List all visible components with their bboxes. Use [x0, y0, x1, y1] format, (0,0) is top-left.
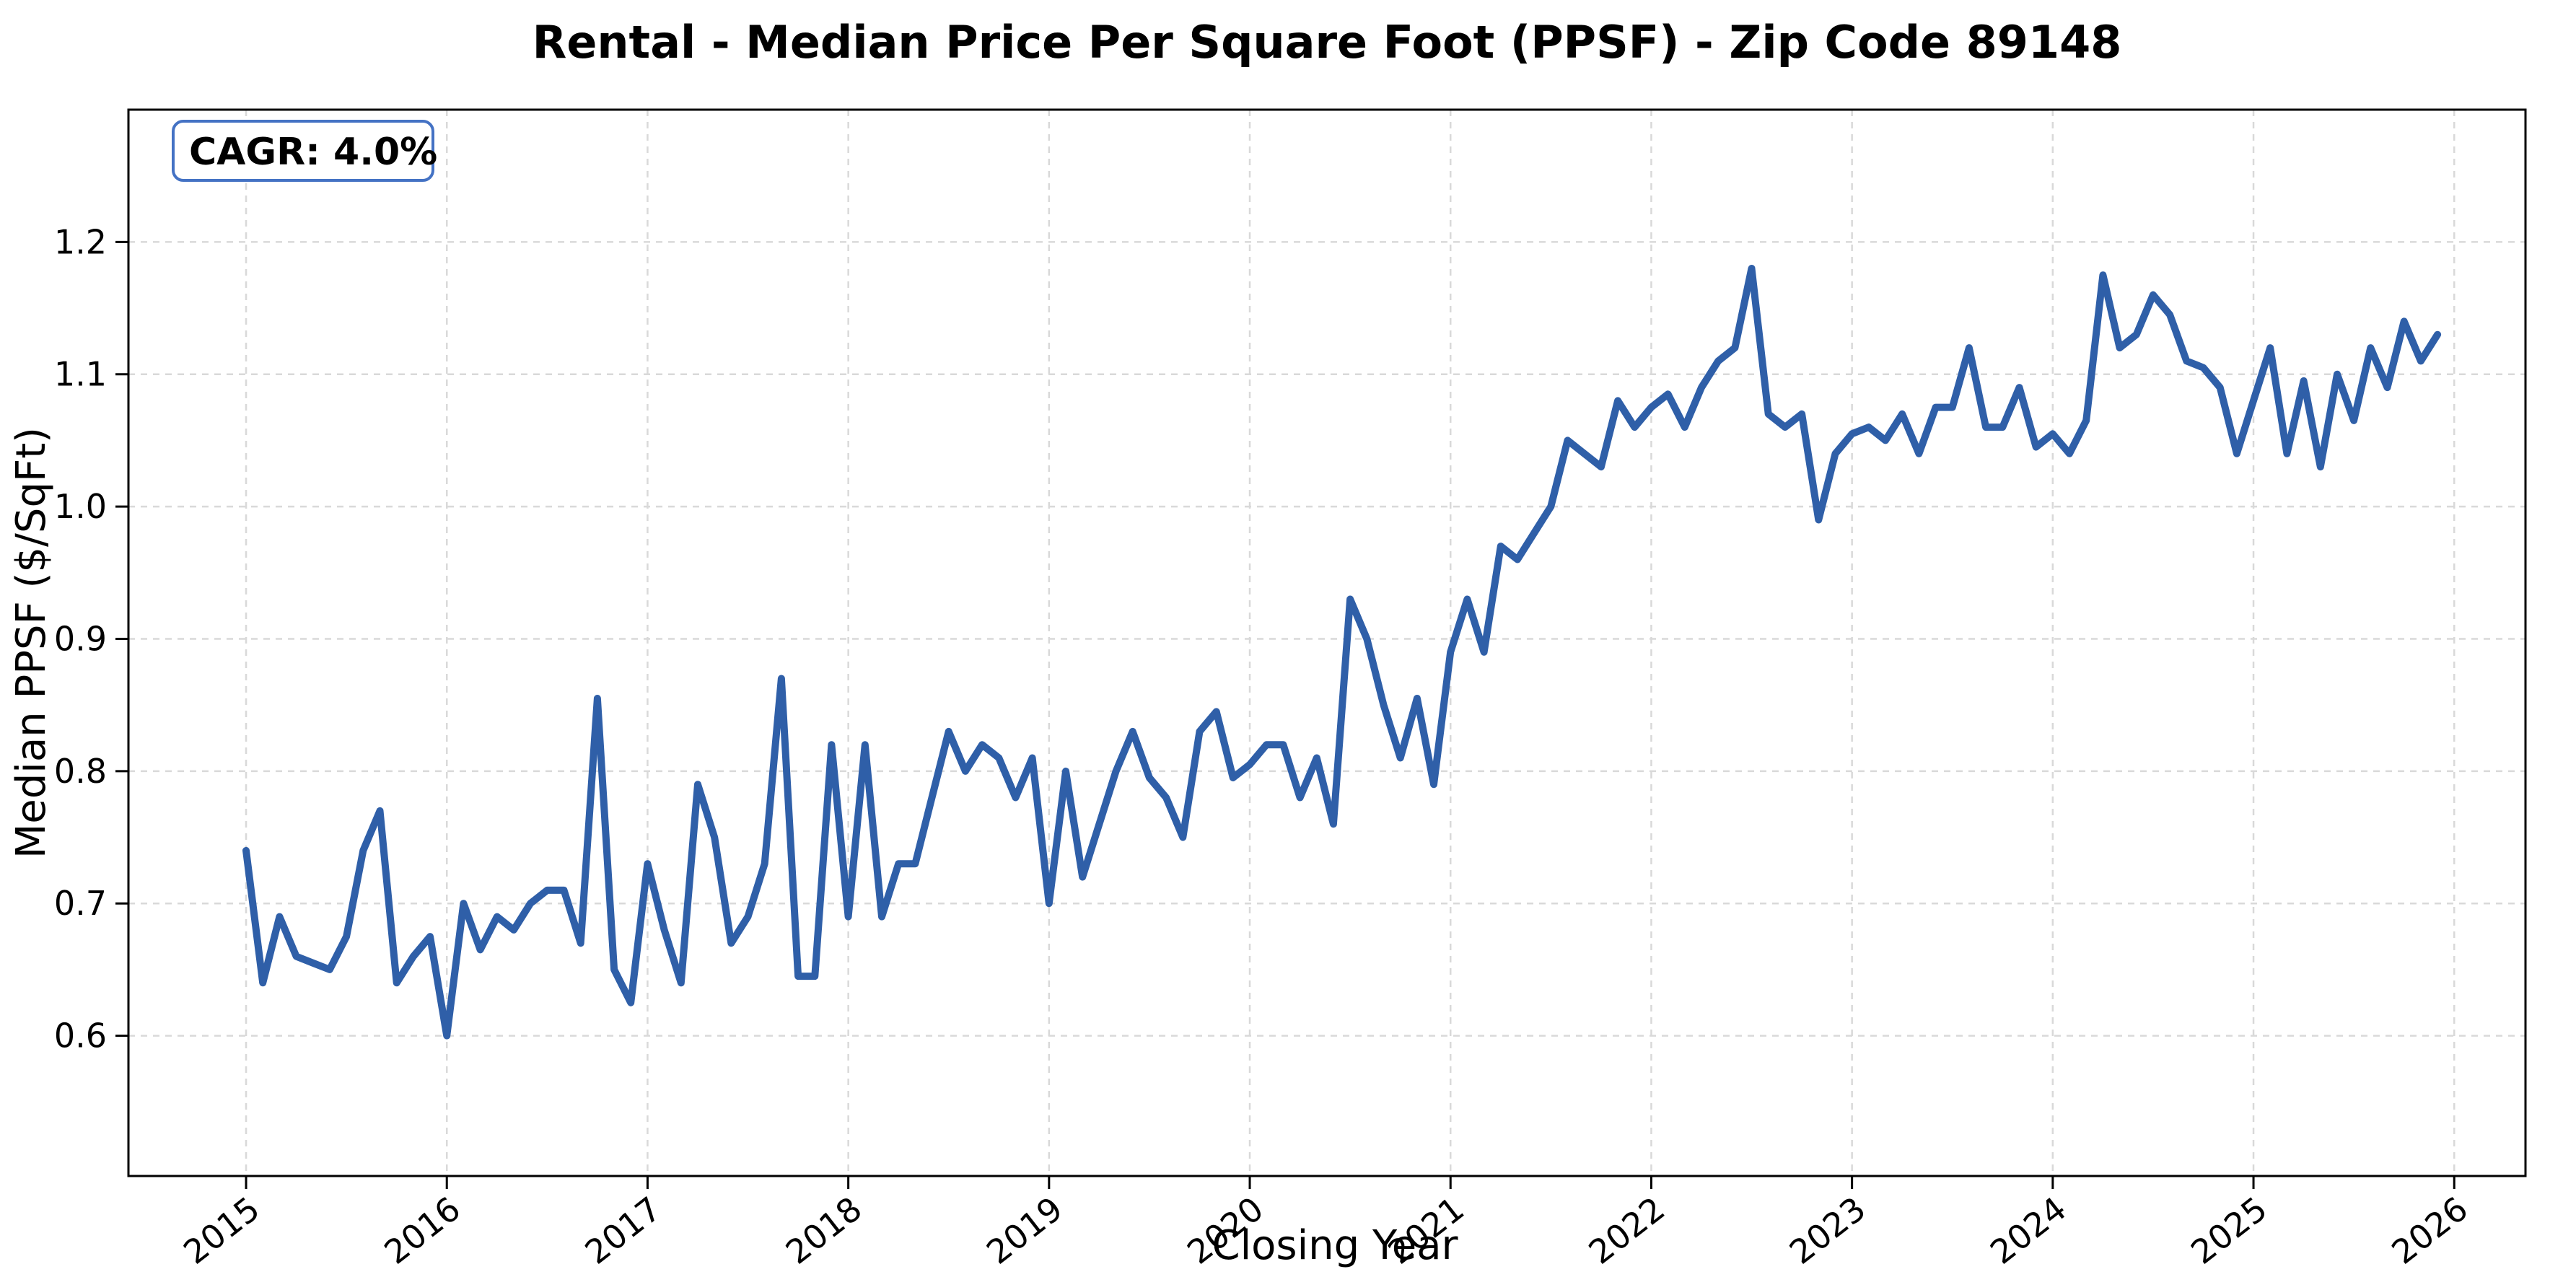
- cagr-annotation-text: CAGR: 4.0%: [189, 131, 437, 174]
- y-tick-label: 1.2: [54, 222, 107, 261]
- x-tick-label: 2026: [2385, 1189, 2476, 1272]
- gridlines-layer: [128, 110, 2525, 1176]
- cagr-annotation: CAGR: 4.0%: [172, 120, 437, 182]
- median-ppsf-line-series: [242, 265, 2442, 1040]
- cagr-annotation-box: [172, 120, 434, 182]
- plot-border-spines: [127, 108, 2527, 1177]
- y-tick-label: 0.6: [54, 1017, 107, 1056]
- y-axis-label: Median PPSF ($/SqFt): [8, 427, 55, 859]
- data-series-layer: [242, 265, 2442, 1040]
- x-tick-label: 2016: [377, 1189, 468, 1272]
- x-tick-label: 2018: [779, 1189, 869, 1272]
- x-tick-label: 2023: [1782, 1189, 1873, 1272]
- x-tick-label: 2022: [1582, 1189, 1673, 1272]
- y-tick-label: 1.0: [54, 487, 107, 526]
- x-tick-label: 2017: [578, 1189, 669, 1272]
- y-tick-label: 0.8: [54, 752, 107, 791]
- x-tick-label: 2019: [979, 1189, 1070, 1272]
- y-tick-label: 1.1: [54, 355, 107, 394]
- x-tick-label: 2025: [2183, 1189, 2274, 1272]
- y-tick-label: 0.7: [54, 884, 107, 923]
- chart-title: Rental - Median Price Per Square Foot (P…: [533, 16, 2122, 69]
- x-axis-label: Closing Year: [1212, 1222, 1458, 1269]
- y-tick-label: 0.9: [54, 619, 107, 658]
- x-tick-label: 2024: [1983, 1189, 2074, 1272]
- x-tick-label: 2015: [176, 1189, 267, 1272]
